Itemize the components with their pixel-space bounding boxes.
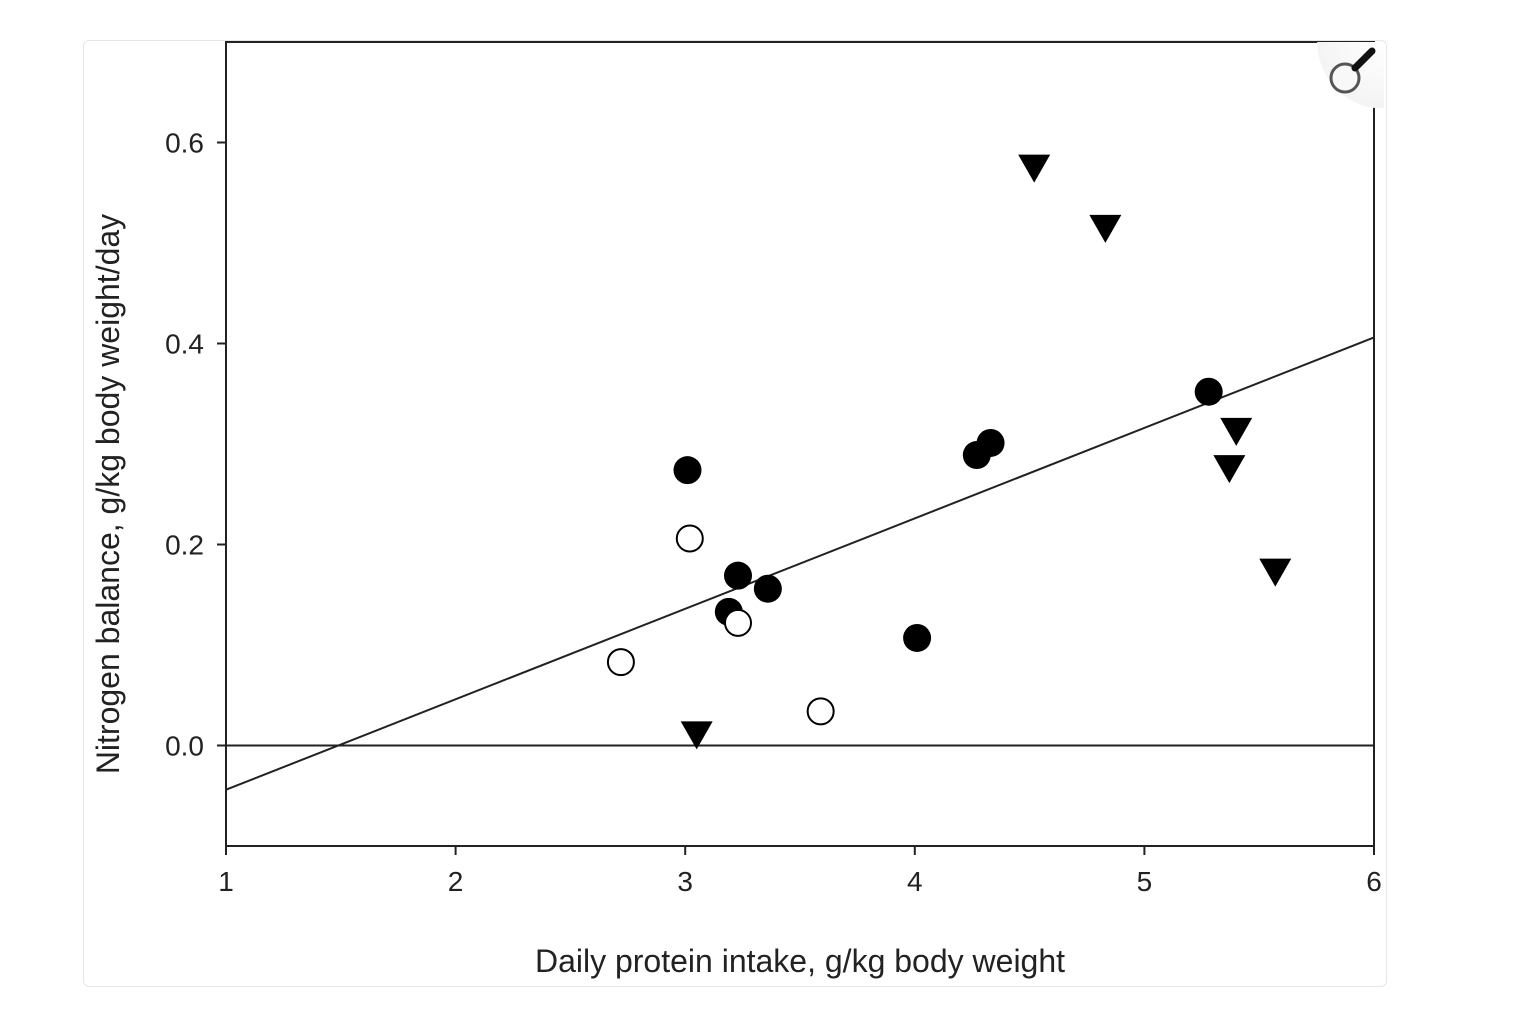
data-point-open-circle: [606, 648, 635, 677]
data-point-triangle: [1018, 154, 1051, 183]
x-axis-label: Daily protein intake, g/kg body weight: [535, 943, 1065, 979]
data-point-triangle: [1213, 455, 1246, 484]
magnifier-icon: [1329, 47, 1376, 94]
x-tick-label: 6: [1366, 866, 1382, 897]
data-point-open-circle: [806, 697, 835, 726]
plot-frame: [225, 41, 1375, 847]
y-axis-label: Nitrogen balance, g/kg body weight/day: [90, 214, 126, 774]
x-tick-label: 5: [1137, 866, 1153, 897]
data-point-filled-circle: [1194, 377, 1223, 406]
y-tick-label: 0.4: [165, 329, 204, 360]
regression-line: [225, 336, 1375, 791]
x-tick-label: 2: [448, 866, 464, 897]
x-tick-label: 3: [677, 866, 693, 897]
data-point-open-circle: [724, 608, 753, 637]
y-tick-label: 0.6: [165, 128, 204, 159]
data-point-triangle: [1220, 417, 1253, 446]
x-tick-label: 1: [218, 866, 234, 897]
data-point-filled-circle: [753, 574, 782, 603]
data-point-filled-circle: [724, 561, 753, 590]
y-tick-label: 0.0: [165, 731, 204, 762]
data-point-open-circle: [675, 524, 704, 553]
data-point-triangle: [680, 721, 713, 750]
x-tick-label: 4: [907, 866, 923, 897]
data-point-triangle: [1259, 558, 1292, 587]
data-point-filled-circle: [673, 456, 702, 485]
zoom-button[interactable]: [1316, 42, 1384, 108]
y-tick-label: 0.2: [165, 530, 204, 561]
data-point-filled-circle: [976, 428, 1005, 457]
figure-card: [83, 40, 1387, 987]
data-point-triangle: [1089, 214, 1122, 243]
data-point-filled-circle: [903, 623, 932, 652]
